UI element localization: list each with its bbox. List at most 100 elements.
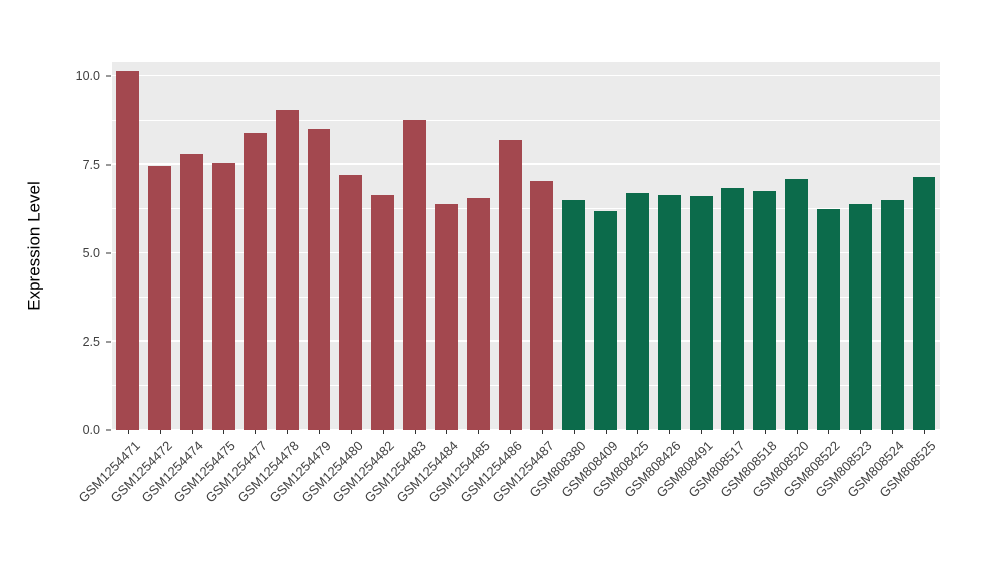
major-gridline xyxy=(112,163,940,165)
x-tick-mark xyxy=(892,430,894,434)
bar-slot: GSM808525 xyxy=(876,62,940,500)
x-tick-mark xyxy=(828,430,830,434)
bar xyxy=(562,200,586,430)
major-gridline xyxy=(112,251,940,254)
x-tick-mark xyxy=(159,430,161,434)
y-tick-label: 2.5 xyxy=(82,334,100,349)
bar xyxy=(180,154,204,430)
bar xyxy=(657,194,681,430)
bar xyxy=(307,129,331,430)
bar-slot: GSM1254480 xyxy=(298,62,367,505)
bar-slot: GSM808425 xyxy=(590,62,654,500)
bar xyxy=(530,180,554,430)
bar-slot: GSM1254471 xyxy=(75,62,144,505)
bar xyxy=(880,200,904,430)
bar xyxy=(371,194,395,430)
y-tick-mark xyxy=(106,164,111,166)
x-tick-mark xyxy=(191,430,193,434)
x-tick-mark xyxy=(382,430,384,434)
bar-slot: GSM1254482 xyxy=(330,62,399,505)
x-tick-mark xyxy=(223,430,225,434)
bar-slot: GSM808518 xyxy=(717,62,781,500)
bar-slot: GSM1254479 xyxy=(266,62,335,505)
x-tick-mark xyxy=(510,430,512,434)
bar xyxy=(912,177,936,430)
bar-slot: GSM1254485 xyxy=(425,62,494,505)
x-tick-mark xyxy=(764,430,766,434)
bar xyxy=(466,198,490,430)
bar-slot: GSM808523 xyxy=(813,62,876,500)
x-tick-mark xyxy=(924,430,926,434)
bar-slot: GSM1254474 xyxy=(139,62,208,505)
y-tick-mark xyxy=(106,75,111,77)
y-tick-label: 10.0 xyxy=(75,69,100,84)
bar-slot: GSM1254475 xyxy=(171,62,240,505)
y-tick-label: 7.5 xyxy=(82,157,100,172)
plot-panel: GSM1254471 GSM1254472 GSM1254474 GSM1254475… xyxy=(75,62,940,505)
bar xyxy=(211,162,235,430)
bars-container: GSM1254471 GSM1254472 GSM1254474 GSM1254475… xyxy=(75,62,940,505)
bar-slot: GSM808491 xyxy=(653,62,717,500)
bar-slot: GSM808522 xyxy=(781,62,845,500)
x-tick-mark xyxy=(318,430,320,434)
x-tick-mark xyxy=(637,430,639,434)
x-tick-mark xyxy=(796,430,798,434)
x-tick-mark xyxy=(860,430,862,434)
x-tick-mark xyxy=(732,430,734,434)
bar-slot: GSM808380 xyxy=(526,62,590,500)
major-gridline xyxy=(112,428,940,430)
bar-slot: GSM1254477 xyxy=(203,62,271,505)
bar xyxy=(625,192,649,430)
x-tick-mark xyxy=(701,430,703,434)
bar-slot: GSM808426 xyxy=(622,62,685,500)
bar xyxy=(817,208,840,430)
bar xyxy=(148,166,172,430)
bar-slot: GSM1254486 xyxy=(457,62,526,505)
x-tick-mark xyxy=(669,430,671,434)
x-tick-mark xyxy=(127,430,129,434)
bar xyxy=(339,175,363,430)
y-tick-mark xyxy=(106,252,111,254)
minor-gridline xyxy=(112,296,940,298)
y-axis: 0.0 2.5 5.0 7.5 10.0 xyxy=(0,62,112,437)
x-tick-mark xyxy=(478,430,480,434)
x-tick-mark xyxy=(605,430,607,434)
bar xyxy=(848,203,872,430)
bar-slot: GSM808409 xyxy=(558,62,622,500)
bar xyxy=(403,120,426,430)
bar-slot: GSM1254478 xyxy=(234,62,303,505)
bar xyxy=(243,132,267,430)
y-tick-mark xyxy=(106,429,111,431)
bar-slot: GSM808520 xyxy=(749,62,813,500)
bar xyxy=(594,210,618,430)
minor-gridline xyxy=(112,385,940,386)
bar-slot: GSM808524 xyxy=(845,62,908,500)
minor-gridline xyxy=(112,208,940,209)
bar-slot: GSM808517 xyxy=(685,62,749,500)
x-tick-mark xyxy=(573,430,575,434)
bar-slot: GSM1254487 xyxy=(489,62,558,505)
bar xyxy=(434,203,458,430)
bar xyxy=(275,109,299,430)
major-gridline xyxy=(112,74,940,77)
bar xyxy=(785,178,809,430)
x-tick-mark xyxy=(255,430,257,434)
x-tick-mark xyxy=(446,430,448,434)
x-tick-mark xyxy=(350,430,352,434)
bar-slot: GSM1254472 xyxy=(107,62,176,505)
y-tick-label: 5.0 xyxy=(82,246,100,261)
major-gridline xyxy=(112,340,940,342)
y-tick-label: 0.0 xyxy=(82,423,100,437)
minor-gridline xyxy=(112,119,940,121)
x-tick-mark xyxy=(414,430,416,434)
bar xyxy=(753,191,777,430)
bar xyxy=(498,139,522,430)
bar-slot: GSM1254483 xyxy=(362,62,431,505)
x-tick-mark xyxy=(541,430,543,434)
bar xyxy=(689,196,713,430)
bar xyxy=(721,187,745,430)
bar-slot: GSM1254484 xyxy=(394,62,462,505)
y-tick-mark xyxy=(106,341,111,343)
bar xyxy=(116,70,140,430)
